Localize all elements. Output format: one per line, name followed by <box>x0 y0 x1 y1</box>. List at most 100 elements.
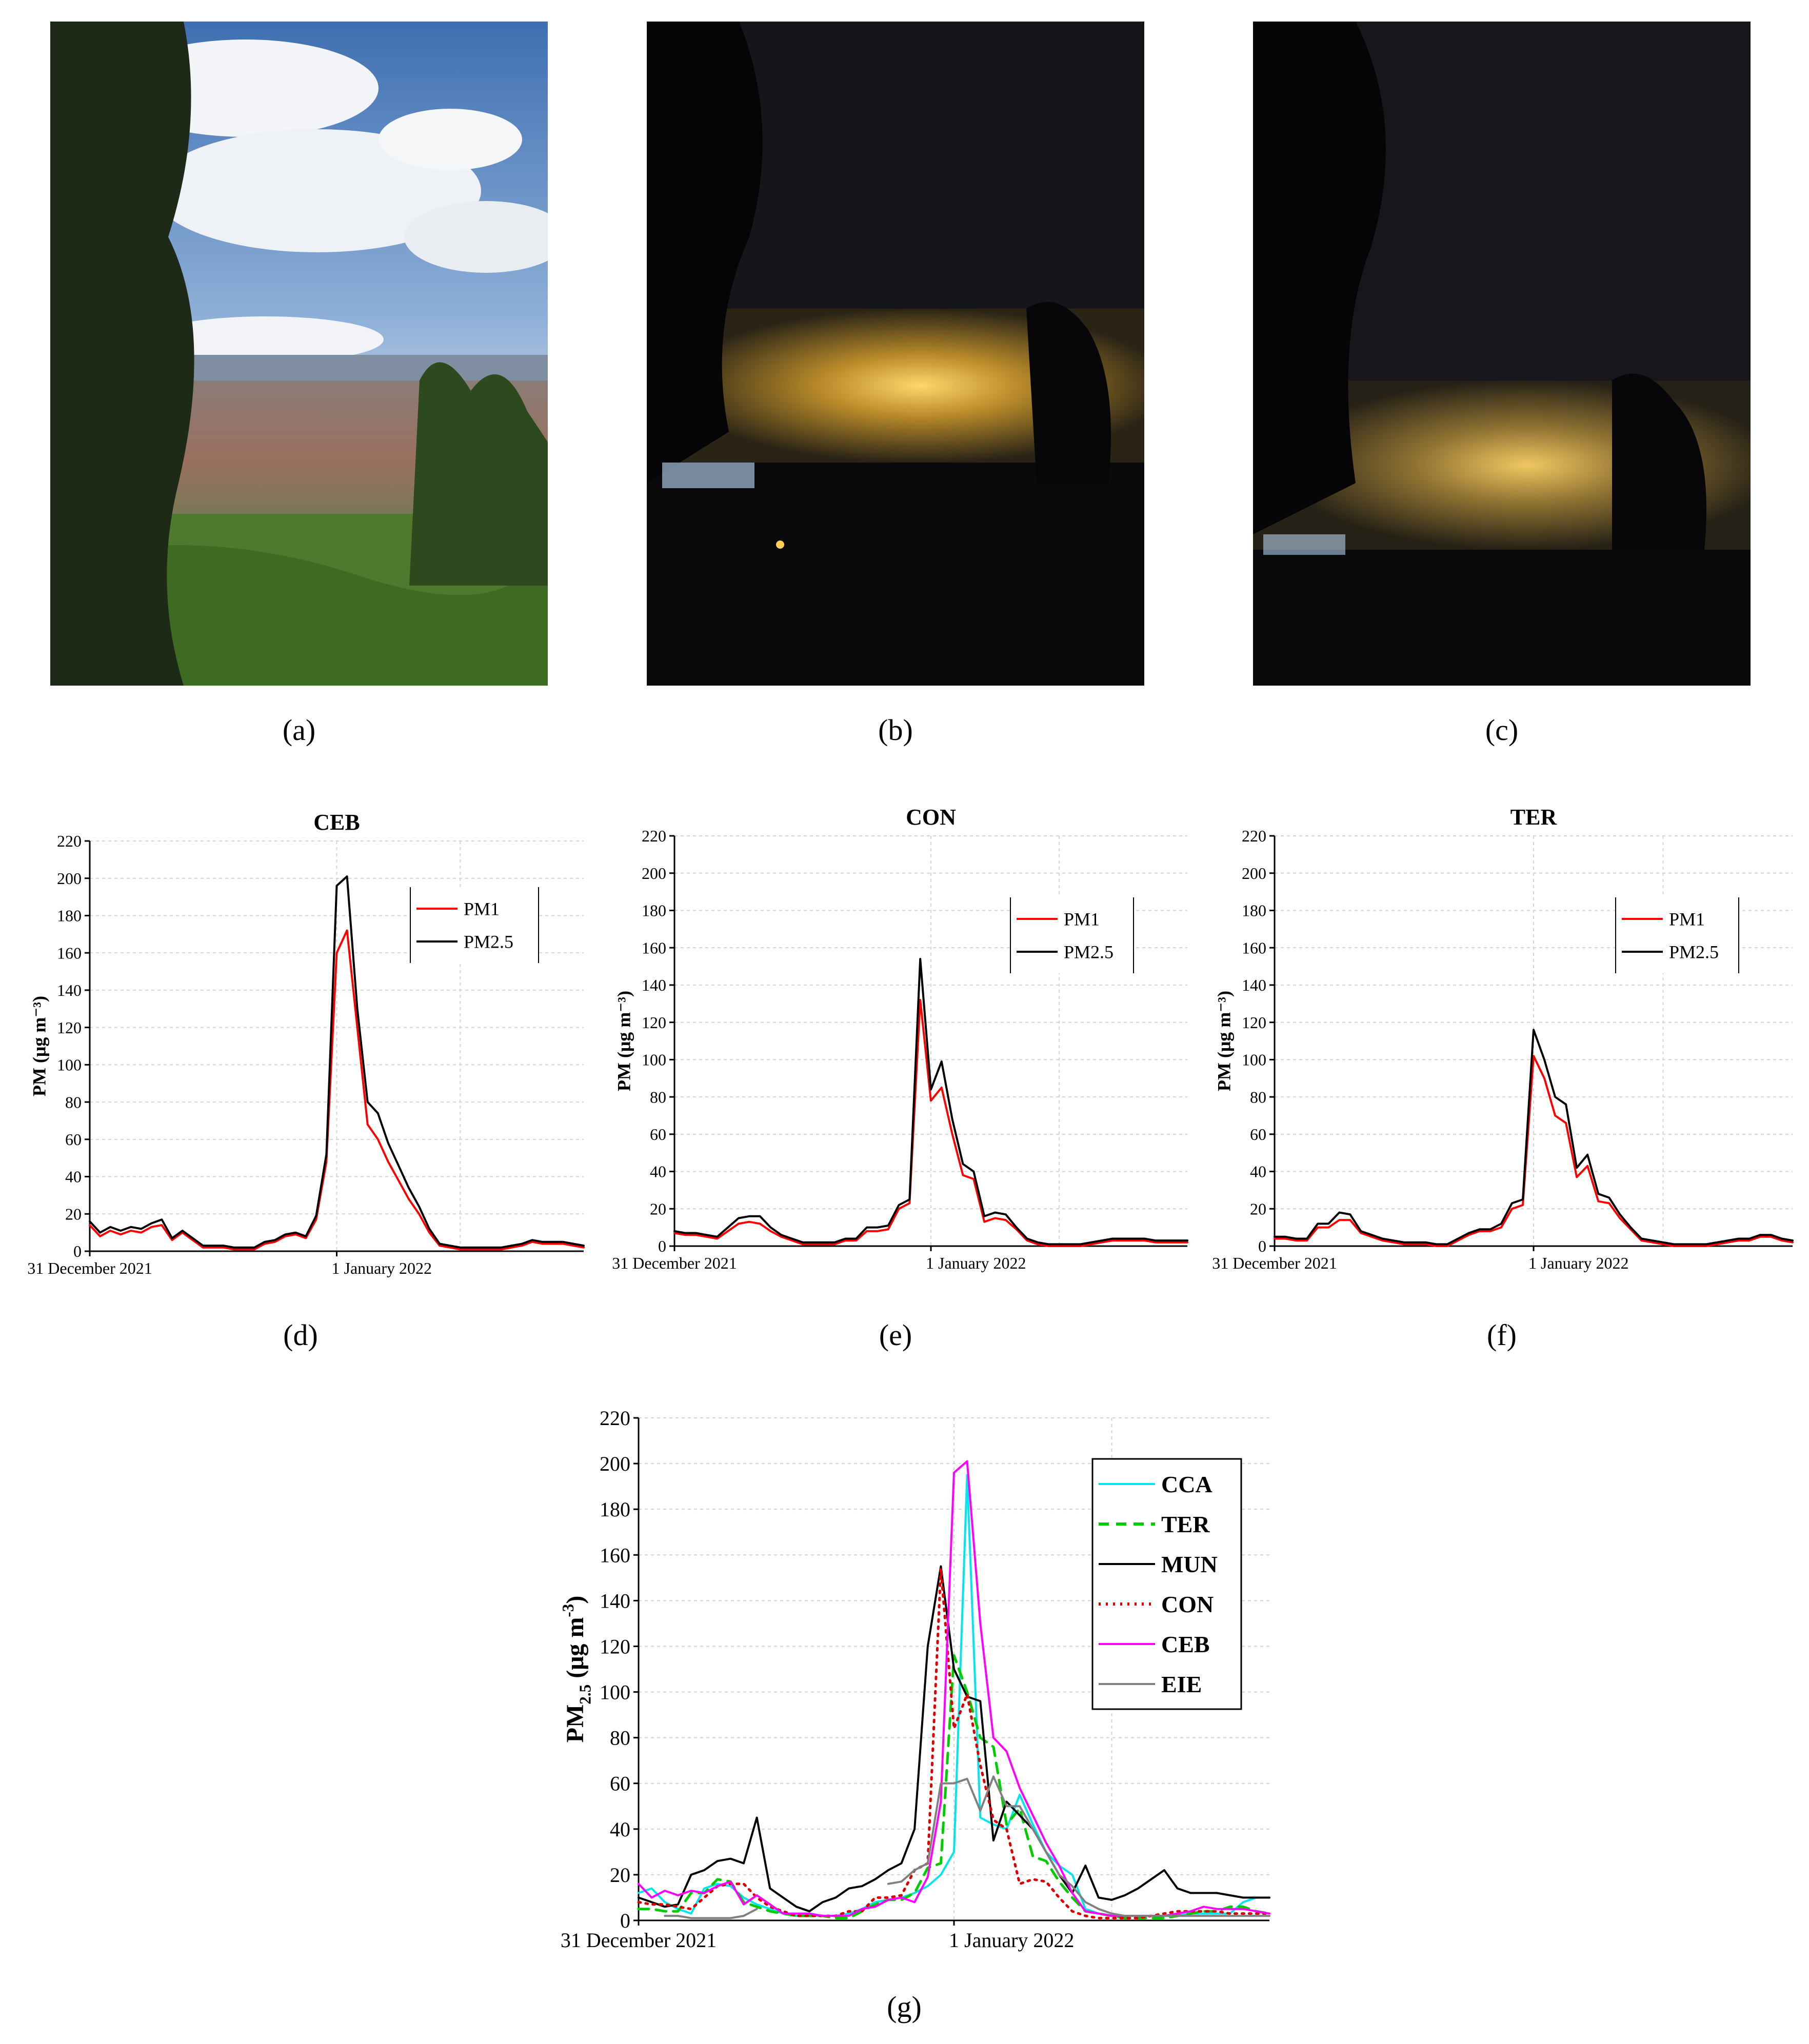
legend-label: TER <box>1161 1511 1210 1537</box>
y-tick-label: 180 <box>1242 901 1266 920</box>
chart-f-ter: 0 20 40 60 80 100 120 140 160 180 200 220 31 Decembe… <box>1205 795 1803 1282</box>
chart-g-pm25-all-stations: 0 20 40 60 80 100 120 140 160 180 200 220 31 Decembe… <box>544 1405 1282 1974</box>
x-tick-label: 1 January 2022 <box>949 1929 1074 1952</box>
panel-label-a: (a) <box>282 713 316 747</box>
y-tick-label: 40 <box>610 1818 630 1841</box>
y-tick-label: 200 <box>600 1452 630 1475</box>
y-tick-label: 120 <box>1242 1013 1266 1032</box>
y-tick-label: 60 <box>610 1772 630 1795</box>
x-tick-label: 31 December 2021 <box>27 1259 152 1277</box>
chart-d-svg: 0 20 40 60 80 100 120 140 160 180 200 220 31 Decembe… <box>27 810 585 1277</box>
series-line-pm25 <box>1274 1029 1794 1246</box>
y-tick-label: 20 <box>610 1863 630 1887</box>
legend-box <box>1091 1458 1242 1710</box>
y-tick-label: 20 <box>1250 1199 1266 1218</box>
series-line-ter <box>637 1654 1271 1919</box>
series-line-pm1 <box>1274 1055 1794 1247</box>
x-tick-label: 1 January 2022 <box>926 1254 1026 1272</box>
series-line-con <box>637 1567 1271 1919</box>
photo-c-night-city-view <box>1253 22 1751 686</box>
y-tick-label: 20 <box>65 1205 82 1223</box>
y-tick-label: 140 <box>1242 976 1266 994</box>
y-tick-label: 0 <box>620 1909 630 1932</box>
y-tick-label: 60 <box>650 1125 666 1144</box>
chart-f-svg: 0 20 40 60 80 100 120 140 160 180 200 220 31 Decembe… <box>1212 805 1794 1272</box>
y-axis-label: PM (μg m⁻³) <box>614 991 634 1091</box>
chart-title: TER <box>1510 805 1558 830</box>
y-tick-label: 100 <box>57 1056 82 1074</box>
y-tick-label: 120 <box>600 1635 630 1658</box>
series-line-pm25 <box>89 875 585 1249</box>
y-tick-label: 160 <box>600 1544 630 1567</box>
x-tick-label: 1 January 2022 <box>332 1259 432 1277</box>
chart-e-con: 0 20 40 60 80 100 120 140 160 180 200 220 31 Decembe… <box>605 795 1200 1282</box>
y-tick-label: 220 <box>642 827 666 845</box>
y-tick-label: 0 <box>1258 1237 1266 1255</box>
y-tick-label: 220 <box>1242 827 1266 845</box>
y-tick-label: 200 <box>57 869 82 888</box>
y-tick-label: 80 <box>650 1088 666 1106</box>
series-line-mun <box>638 1565 1270 1913</box>
y-axis-label: PM (μg m⁻³) <box>29 996 50 1096</box>
y-tick-label: 60 <box>65 1130 82 1149</box>
y-tick-label: 180 <box>642 901 666 920</box>
y-tick-label: 160 <box>1242 938 1266 957</box>
y-axis-label: PM (μg m⁻³) <box>1214 991 1235 1091</box>
y-tick-label: 100 <box>1242 1051 1266 1069</box>
x-tick-label: 1 January 2022 <box>1528 1254 1629 1272</box>
panel-label-e: (e) <box>879 1318 912 1352</box>
y-tick-label: 180 <box>600 1498 630 1521</box>
y-tick-label: 120 <box>642 1013 666 1032</box>
series-line-pm1 <box>89 929 585 1251</box>
series-line-pm1 <box>673 999 1188 1247</box>
legend-label: CCA <box>1161 1471 1212 1497</box>
x-tick-label: 31 December 2021 <box>612 1254 737 1272</box>
y-tick-label: 200 <box>1242 864 1266 883</box>
y-tick-label: 40 <box>650 1163 666 1181</box>
legend-label: PM2.5 <box>464 932 513 952</box>
y-tick-label: 160 <box>642 938 666 957</box>
legend-box <box>410 887 539 963</box>
legend-label: EIE <box>1161 1671 1202 1697</box>
photo-a-daytime-city-view <box>50 22 548 686</box>
y-tick-label: 80 <box>1250 1088 1266 1106</box>
y-tick-label: 100 <box>642 1051 666 1069</box>
series-line-eie <box>887 1775 1270 1917</box>
panel-label-g: (g) <box>887 1990 922 2023</box>
chart-title: CEB <box>313 810 360 835</box>
y-tick-label: 80 <box>610 1727 630 1750</box>
legend-box <box>1010 897 1134 973</box>
y-tick-label: 140 <box>57 981 82 999</box>
panel-label-c: (c) <box>1485 713 1519 747</box>
legend-label: MUN <box>1161 1551 1218 1577</box>
y-tick-label: 140 <box>642 976 666 994</box>
y-tick-label: 220 <box>57 832 82 850</box>
series-line-eie <box>664 1908 758 1919</box>
chart-g-svg: 0 20 40 60 80 100 120 140 160 180 200 220 31 Decembe… <box>559 1407 1271 1952</box>
legend-label: CEB <box>1161 1631 1210 1657</box>
chart-e-svg: 0 20 40 60 80 100 120 140 160 180 200 220 31 Decembe… <box>612 805 1188 1272</box>
legend-box <box>1616 897 1739 973</box>
y-tick-label: 100 <box>600 1681 630 1704</box>
x-tick-label: 31 December 2021 <box>561 1929 717 1952</box>
series-line-pm25 <box>673 958 1188 1246</box>
y-tick-label: 40 <box>1250 1163 1266 1181</box>
photo-b-night-city-view <box>647 22 1144 686</box>
y-tick-label: 200 <box>642 864 666 883</box>
y-tick-label: 120 <box>57 1018 82 1037</box>
y-tick-label: 160 <box>57 944 82 962</box>
legend-label: CON <box>1161 1591 1214 1617</box>
panel-label-d: (d) <box>283 1318 318 1352</box>
y-tick-label: 0 <box>73 1242 82 1260</box>
y-axis-label: PM2.5 (μg m-3) <box>559 1596 594 1743</box>
y-tick-label: 180 <box>57 907 82 925</box>
y-tick-label: 40 <box>65 1168 82 1186</box>
panel-label-f: (f) <box>1487 1318 1517 1352</box>
chart-title: CON <box>906 805 956 830</box>
legend-label: PM2.5 <box>1669 942 1719 963</box>
x-tick-label: 31 December 2021 <box>1212 1254 1337 1272</box>
y-tick-label: 0 <box>658 1237 666 1255</box>
y-tick-label: 60 <box>1250 1125 1266 1144</box>
legend-label: PM1 <box>464 899 500 919</box>
panel-label-b: (b) <box>878 713 913 747</box>
